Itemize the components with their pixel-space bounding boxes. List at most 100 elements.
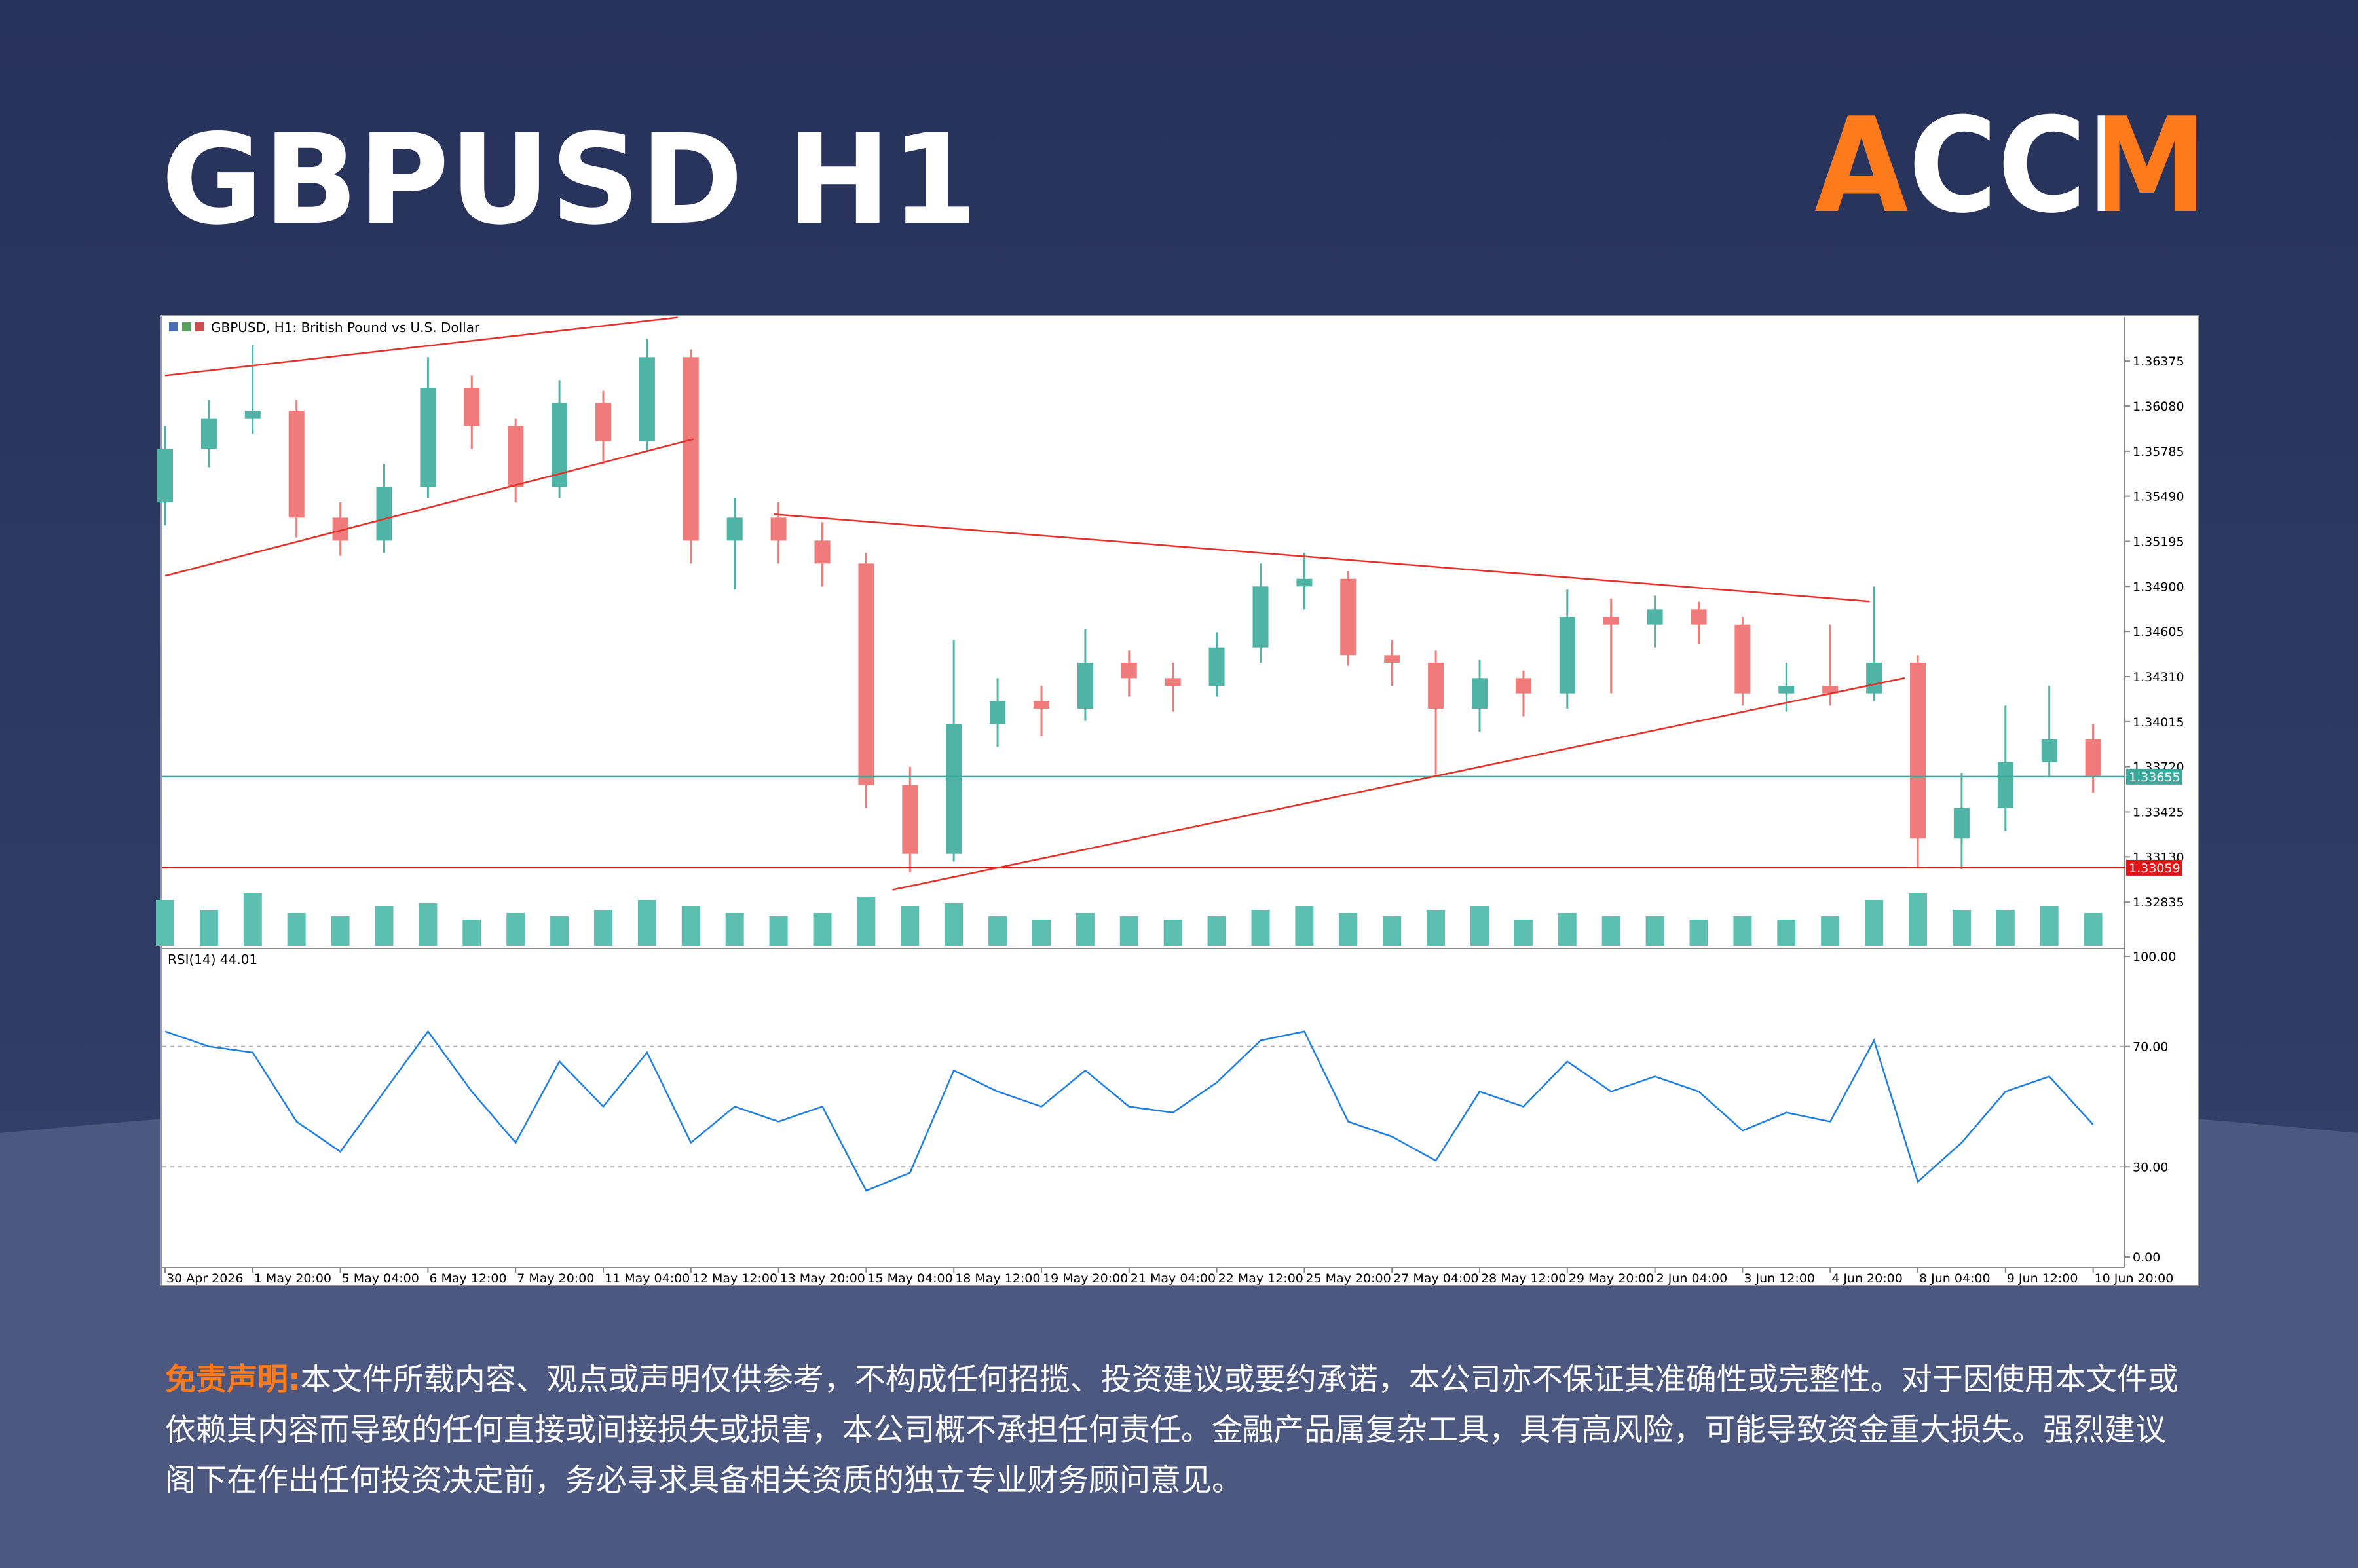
- y-tick-label: 1.36080: [2133, 400, 2184, 414]
- candle-body: [990, 701, 1006, 724]
- volume-bar: [1996, 910, 2015, 946]
- candle-body: [1296, 578, 1313, 587]
- volume-bar: [1558, 913, 1577, 946]
- candle-body: [1077, 663, 1093, 709]
- candle-body: [1559, 617, 1575, 694]
- x-tick-label: 25 May 20:00: [1305, 1271, 1391, 1286]
- y-tick-label: 1.34605: [2133, 625, 2184, 639]
- x-tick-label: 9 Jun 12:00: [2007, 1271, 2078, 1286]
- disclaimer-text: 本文件所载内容、观点或声明仅供参考，不构成任何招揽、投资建议或要约承诺，本公司亦…: [165, 1362, 2179, 1499]
- volume-bar: [287, 913, 306, 946]
- y-tick-label: 1.32835: [2133, 895, 2184, 910]
- volume-bar: [725, 913, 744, 946]
- candle-body: [1340, 578, 1357, 656]
- volume-bar: [1383, 916, 1402, 946]
- volume-bar: [901, 906, 920, 946]
- candle-body: [1121, 663, 1137, 679]
- x-tick-label: 8 Jun 04:00: [1919, 1271, 1991, 1286]
- volume-bar: [1427, 910, 1446, 946]
- x-tick-label: 13 May 20:00: [780, 1271, 865, 1286]
- x-tick-label: 11 May 04:00: [605, 1271, 690, 1286]
- trendline: [774, 513, 1870, 603]
- candle-body: [244, 411, 261, 419]
- volume-bar: [506, 913, 525, 946]
- volume-bar: [1295, 906, 1314, 946]
- candle-body: [1472, 678, 1488, 709]
- x-tick-label: 4 Jun 20:00: [1831, 1271, 1903, 1286]
- volume-bar: [681, 906, 700, 946]
- chart-icon: [169, 322, 178, 331]
- volume-bar: [1076, 913, 1095, 946]
- candle-body: [902, 785, 918, 854]
- candle-body: [1647, 609, 1663, 625]
- candle-body: [1165, 678, 1181, 686]
- x-tick-label: 3 Jun 12:00: [1744, 1271, 1815, 1286]
- rsi-line: [164, 1030, 2094, 1192]
- volume-bar: [243, 893, 262, 946]
- x-tick-label: 7 May 20:00: [517, 1271, 594, 1286]
- volume-bar: [1952, 910, 1971, 946]
- candle-body: [858, 563, 874, 785]
- x-tick-label: 18 May 12:00: [955, 1271, 1040, 1286]
- price-tag-label: 1.33059: [2129, 861, 2180, 876]
- volume-bar: [1909, 893, 1927, 946]
- x-tick-label: 10 Jun 20:00: [2095, 1271, 2174, 1286]
- candle-body: [332, 517, 348, 541]
- candle-body: [1603, 617, 1619, 625]
- volume-bar: [156, 900, 174, 946]
- volume-bar: [1470, 906, 1489, 946]
- y-tick-label: 1.33425: [2133, 806, 2184, 820]
- candle-body: [376, 487, 392, 541]
- candle-body: [420, 388, 436, 487]
- volume-bar: [1339, 913, 1358, 946]
- candle-body: [200, 418, 217, 449]
- volume-bar: [1645, 916, 1664, 946]
- x-tick-label: 19 May 20:00: [1043, 1271, 1128, 1286]
- candle-body: [1953, 808, 1970, 839]
- candle-body: [946, 724, 962, 854]
- candle-body: [1034, 701, 1049, 709]
- volume-bar: [857, 897, 876, 946]
- candle-body: [1515, 678, 1531, 694]
- volume-bar: [2040, 906, 2059, 946]
- volume-bar: [199, 910, 218, 946]
- disclaimer: 免责声明:本文件所载内容、观点或声明仅供参考，不构成任何招揽、投资建议或要约承诺…: [165, 1354, 2182, 1506]
- x-tick-label: 5 May 04:00: [342, 1271, 419, 1286]
- x-tick-label: 6 May 12:00: [429, 1271, 506, 1286]
- x-tick-label: 1 May 20:00: [254, 1271, 331, 1286]
- x-tick-label: 30 Apr 2026: [166, 1271, 243, 1286]
- x-tick-label: 29 May 20:00: [1569, 1271, 1654, 1286]
- y-tick-label: 1.35785: [2133, 445, 2184, 459]
- x-tick-label: 12 May 12:00: [692, 1271, 777, 1286]
- candle-body: [639, 357, 655, 441]
- volume-bar: [769, 916, 788, 946]
- volume-bar: [1163, 920, 1182, 946]
- candle-body: [1997, 762, 2013, 808]
- trendline: [164, 316, 678, 377]
- candle-body: [508, 426, 524, 487]
- volume-bar: [1777, 920, 1796, 946]
- chart-icon: [195, 322, 204, 331]
- price-tag: [2126, 859, 2182, 876]
- candle-body: [1866, 663, 1882, 694]
- x-tick-label: 28 May 12:00: [1481, 1271, 1566, 1286]
- rsi-tick-label: 30.00: [2133, 1160, 2168, 1174]
- volume-bar: [462, 920, 481, 946]
- candle-body: [683, 357, 699, 541]
- candle-body: [1691, 609, 1707, 625]
- candle-body: [288, 411, 305, 518]
- rsi-tick-label: 100.00: [2133, 950, 2176, 964]
- candle-body: [1822, 686, 1839, 694]
- chart-panel: [160, 315, 2199, 1286]
- volume-bar: [1601, 916, 1620, 946]
- y-tick-label: 1.34015: [2133, 715, 2184, 730]
- volume-bar: [988, 916, 1007, 946]
- logo: ACCM: [1814, 90, 2207, 242]
- candle-body: [726, 517, 743, 541]
- disclaimer-label: 免责声明:: [165, 1362, 301, 1398]
- candle-body: [1252, 586, 1269, 648]
- candle-body: [1428, 663, 1444, 709]
- volume-bar: [1207, 916, 1226, 946]
